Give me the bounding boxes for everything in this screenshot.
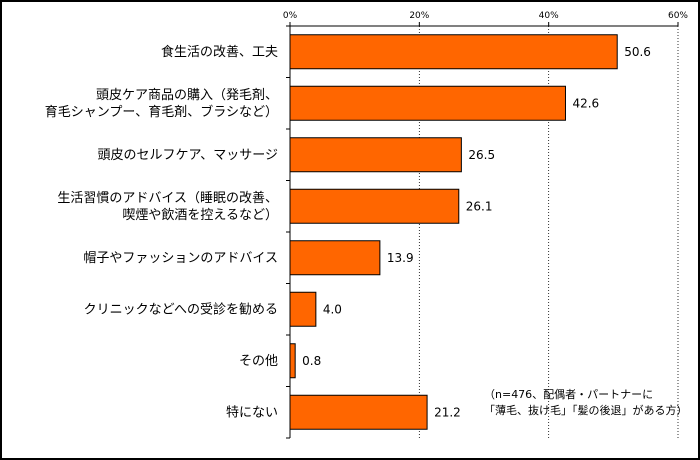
x-tick-label: 40% <box>539 11 559 21</box>
category-label: 頭皮ケア商品の購入（発毛剤、 <box>96 87 278 103</box>
value-label: 26.5 <box>468 148 495 162</box>
category-label: クリニックなどへの受診を勧める <box>84 301 278 317</box>
value-label: 50.6 <box>624 45 651 59</box>
category-label: 喫煙や飲酒を控えるなど） <box>122 207 278 223</box>
category-label: 頭皮のセルフケア、マッサージ <box>98 148 278 163</box>
category-label: 育毛シャンプー、育毛剤、ブラシなど） <box>45 104 278 120</box>
value-label: 0.8 <box>302 354 321 368</box>
bar <box>289 188 460 224</box>
bar <box>289 240 381 276</box>
value-label: 42.6 <box>572 96 599 110</box>
category-label: その他 <box>239 354 278 369</box>
sample-note: （n=476、配偶者・パートナーに <box>484 388 653 401</box>
category-label: 食生活の改善、工夫 <box>161 44 278 60</box>
x-tick-label: 60% <box>668 11 688 21</box>
category-label: 生活習慣のアドバイス（睡眠の改善、 <box>57 190 278 206</box>
value-label: 4.0 <box>323 302 342 316</box>
bar <box>289 137 462 173</box>
sample-note: 「薄毛、抜け毛」「髪の後退」がある方） <box>484 403 688 417</box>
bar <box>289 34 618 70</box>
bar <box>289 343 296 379</box>
value-label: 13.9 <box>387 251 414 265</box>
bar <box>289 394 428 430</box>
category-label: 帽子やファッションのアドバイス <box>83 250 278 266</box>
x-tick-label: 0% <box>283 11 298 21</box>
value-label: 21.2 <box>434 405 461 419</box>
x-tick-label: 20% <box>409 11 429 21</box>
category-label: 特にない <box>226 405 278 420</box>
bar <box>289 85 566 121</box>
value-label: 26.1 <box>466 199 493 213</box>
bar <box>289 291 317 327</box>
